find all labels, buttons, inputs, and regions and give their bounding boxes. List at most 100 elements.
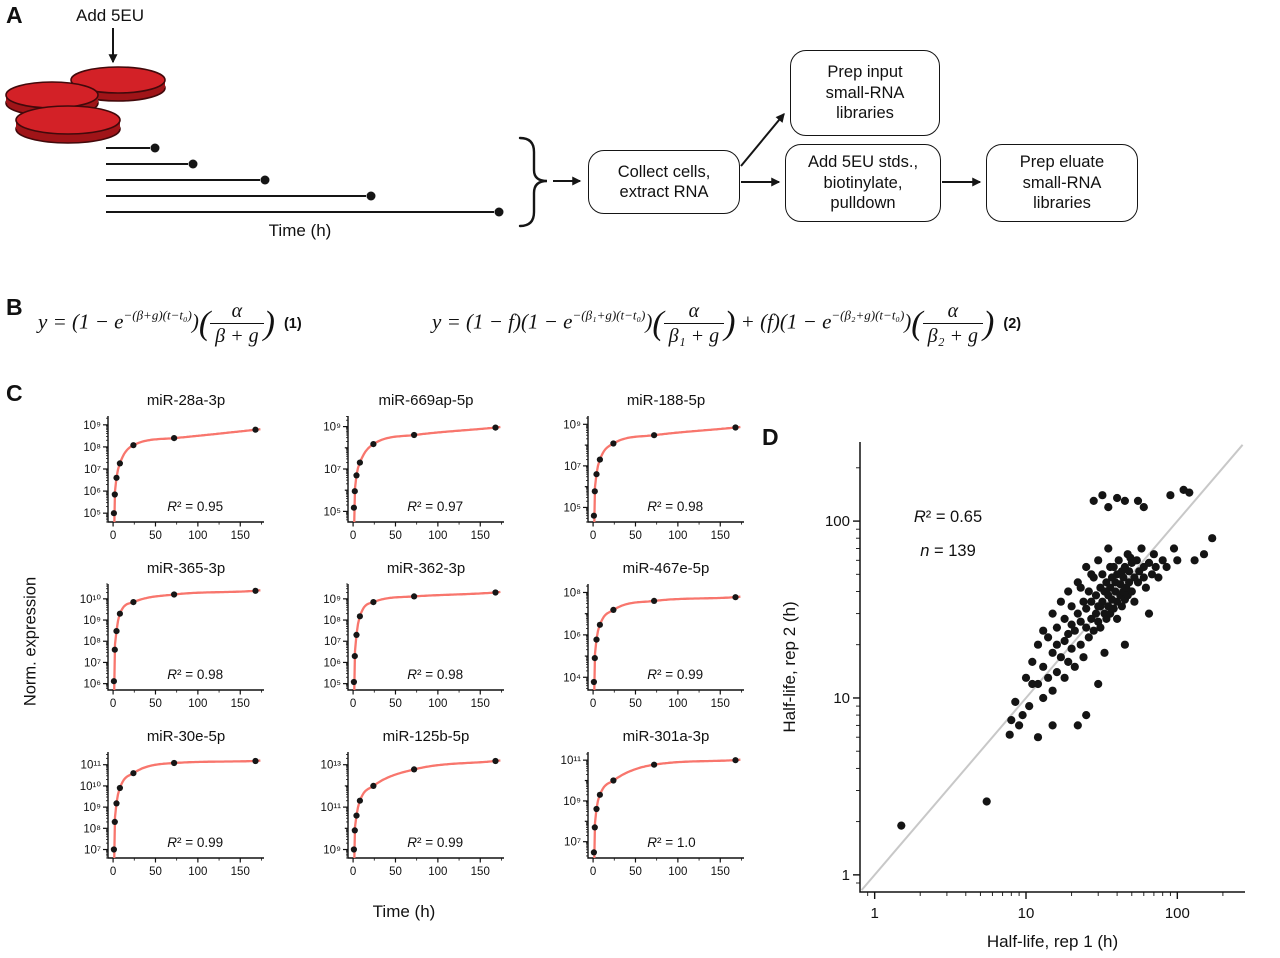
svg-text:10⁵: 10⁵ — [323, 679, 341, 691]
eq-paren: ) — [263, 304, 275, 342]
eq-numerator: α — [231, 300, 243, 322]
eq-denominator: β₁ + g — [663, 323, 725, 347]
eq-paren: ) — [983, 304, 995, 342]
svg-text:0: 0 — [110, 866, 116, 878]
svg-text:10: 10 — [833, 690, 850, 707]
svg-text:10¹⁰: 10¹⁰ — [80, 594, 102, 606]
svg-text:10⁷: 10⁷ — [564, 461, 581, 473]
panel-a-diagram — [5, 28, 982, 228]
chart-svg: miR-669ap-5p 10⁵ 10⁷ 10⁹ 0 50 100 150 R² = 0.97 — [323, 392, 504, 542]
flow-box-line: Prep eluate — [1019, 153, 1105, 172]
chart-svg: miR-467e-5p 10⁴ 10⁶ 10⁸ 0 50 100 150 R² = 0.99 — [563, 560, 744, 710]
petri-dishes-icon — [5, 66, 166, 144]
eq-numerator: α — [688, 300, 700, 322]
svg-text:10⁴: 10⁴ — [563, 672, 581, 684]
svg-text:50: 50 — [389, 866, 402, 878]
plot-mir-669ap-5p: miR-669ap-5p 10⁵ 10⁷ 10⁹ 0 50 100 150 R² = 0.97 — [298, 390, 510, 563]
svg-text:R² = 0.98: R² = 0.98 — [167, 667, 223, 682]
plot-mir-467e-5p: miR-467e-5p 10⁴ 10⁶ 10⁸ 0 50 100 150 R² = 0.99 — [538, 558, 750, 731]
svg-text:miR-467e-5p: miR-467e-5p — [623, 560, 710, 577]
eq-fraction: α β₁ + g — [663, 300, 725, 348]
flow-box-prep-input: Prep input small-RNA libraries — [790, 50, 940, 136]
svg-text:10⁶: 10⁶ — [323, 657, 341, 669]
svg-text:100: 100 — [428, 530, 447, 542]
plot-mir-188-5p: miR-188-5p 10⁵ 10⁷ 10⁹ 0 50 100 150 R² = 0.98 — [538, 390, 750, 563]
svg-text:10⁹: 10⁹ — [83, 615, 101, 627]
svg-text:100: 100 — [668, 698, 687, 710]
svg-text:100: 100 — [825, 513, 850, 530]
svg-text:R² = 0.99: R² = 0.99 — [407, 835, 463, 850]
svg-text:R² = 0.98: R² = 0.98 — [407, 667, 463, 682]
svg-text:1: 1 — [870, 905, 878, 922]
svg-text:100: 100 — [428, 698, 447, 710]
eq-text: ) — [645, 309, 653, 334]
panel-label-a: A — [6, 2, 23, 28]
svg-text:0: 0 — [590, 698, 596, 710]
svg-text:150: 150 — [231, 698, 250, 710]
eq-text: y = (1 − f)(1 − e — [432, 309, 573, 334]
eq-denominator: β + g — [210, 323, 264, 347]
chart-svg: miR-301a-3p 10⁷ 10⁹ 10¹¹ 0 50 100 150 R² = 1.0 — [561, 728, 744, 878]
svg-text:10: 10 — [1018, 905, 1035, 922]
eq-paren: ( — [652, 304, 664, 342]
svg-text:10⁷: 10⁷ — [84, 464, 101, 476]
svg-text:10⁸: 10⁸ — [323, 615, 341, 627]
svg-text:10⁶: 10⁶ — [563, 630, 581, 642]
flow-box-line: Prep input — [827, 63, 903, 82]
svg-text:miR-30e-5p: miR-30e-5p — [147, 728, 225, 745]
svg-text:10⁵: 10⁵ — [563, 502, 581, 514]
chart-svg: 1 10 100 1 10 100 R² = 0.65 n = 139 Half-life, r… — [780, 442, 1245, 951]
svg-text:100: 100 — [188, 530, 207, 542]
plot-mir-362-3p: miR-362-3p 10⁵ 10⁶ 10⁷ 10⁸ 10⁹ 0 50 100 150 R² = 0… — [298, 558, 510, 731]
svg-text:R² = 0.99: R² = 0.99 — [647, 667, 703, 682]
flow-box-add-stds: Add 5EU stds., biotinylate, pulldown — [785, 144, 941, 222]
svg-text:Half-life, rep 1 (h): Half-life, rep 1 (h) — [987, 932, 1118, 951]
svg-text:10⁸: 10⁸ — [563, 587, 581, 599]
svg-text:50: 50 — [629, 530, 642, 542]
svg-text:10⁷: 10⁷ — [564, 837, 581, 849]
svg-text:50: 50 — [149, 866, 162, 878]
eq-paren: ( — [911, 304, 923, 342]
svg-text:10¹¹: 10¹¹ — [561, 755, 582, 767]
flow-box-prep-eluate: Prep eluate small-RNA libraries — [986, 144, 1138, 222]
svg-text:100: 100 — [428, 866, 447, 878]
chart-svg: miR-188-5p 10⁵ 10⁷ 10⁹ 0 50 100 150 R² = 0.98 — [563, 392, 744, 542]
panel-label-b: B — [6, 294, 23, 320]
svg-text:10¹⁰: 10¹⁰ — [80, 781, 102, 793]
svg-text:1: 1 — [842, 867, 850, 884]
svg-text:R² = 0.95: R² = 0.95 — [167, 499, 223, 514]
flow-box-line: Collect cells, — [617, 162, 711, 181]
eq-text: ) — [904, 309, 912, 334]
svg-text:10⁵: 10⁵ — [323, 506, 341, 518]
svg-text:10⁹: 10⁹ — [323, 845, 341, 857]
eq-exponent: −(β+g)(t−t₀) — [123, 307, 192, 323]
panel-c-y-axis-label: Norm. expression — [21, 576, 40, 707]
svg-text:10¹¹: 10¹¹ — [81, 760, 102, 772]
panel-c-x-axis-label: Time (h) — [372, 902, 436, 921]
svg-text:Half-life, rep 2 (h): Half-life, rep 2 (h) — [780, 601, 799, 732]
svg-text:0: 0 — [350, 698, 356, 710]
panel-label-d: D — [762, 424, 779, 450]
svg-text:150: 150 — [231, 866, 250, 878]
svg-text:100: 100 — [188, 866, 207, 878]
svg-text:miR-301a-3p: miR-301a-3p — [623, 728, 710, 745]
svg-text:0: 0 — [110, 530, 116, 542]
flow-box-line: Add 5EU stds., — [807, 153, 919, 172]
svg-text:10⁹: 10⁹ — [563, 796, 581, 808]
flow-box-line: libraries — [1033, 194, 1091, 213]
svg-text:100: 100 — [188, 698, 207, 710]
svg-text:10⁵: 10⁵ — [83, 508, 101, 520]
eq-text: + (f)(1 − e — [735, 309, 832, 334]
svg-text:10⁷: 10⁷ — [324, 636, 341, 648]
svg-text:100: 100 — [1165, 905, 1190, 922]
svg-text:100: 100 — [668, 866, 687, 878]
svg-text:50: 50 — [389, 530, 402, 542]
svg-text:10⁹: 10⁹ — [323, 422, 341, 434]
svg-text:10⁷: 10⁷ — [84, 657, 101, 669]
chart-svg: miR-28a-3p 10⁵ 10⁶ 10⁷ 10⁸ 10⁹ 0 50 100 150 R² = 0… — [83, 392, 264, 542]
svg-text:R² = 0.65: R² = 0.65 — [914, 508, 982, 526]
svg-text:R² = 1.0: R² = 1.0 — [647, 835, 695, 850]
chart-svg: miR-125b-5p 10⁹ 10¹¹ 10¹³ 0 50 100 150 R² = 0.99 — [321, 728, 504, 878]
